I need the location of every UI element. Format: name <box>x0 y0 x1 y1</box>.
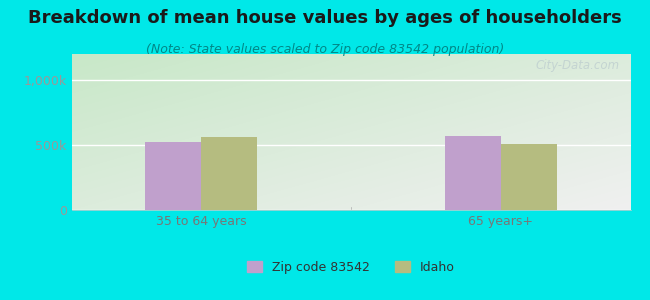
Text: (Note: State values scaled to Zip code 83542 population): (Note: State values scaled to Zip code 8… <box>146 44 504 56</box>
Bar <box>202 136 257 210</box>
Bar <box>445 136 500 210</box>
Legend: Zip code 83542, Idaho: Zip code 83542, Idaho <box>242 256 460 279</box>
Bar <box>500 144 556 210</box>
Bar <box>146 142 202 210</box>
Text: City-Data.com: City-Data.com <box>535 59 619 72</box>
Text: Breakdown of mean house values by ages of householders: Breakdown of mean house values by ages o… <box>28 9 622 27</box>
